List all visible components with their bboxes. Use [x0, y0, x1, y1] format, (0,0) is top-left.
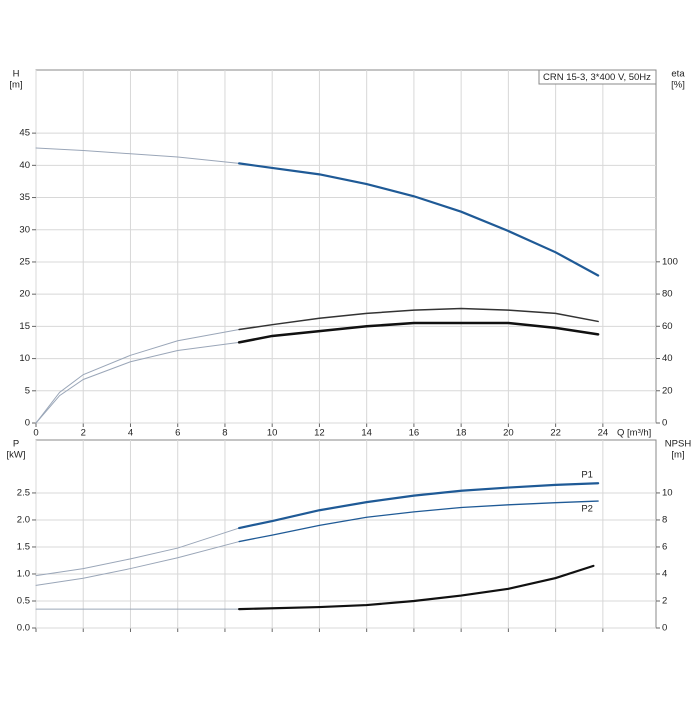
y-axis-label: H	[13, 69, 20, 80]
y2-axis-unit: [%]	[671, 80, 685, 91]
y2-tick-label: 4	[662, 568, 667, 579]
y2-axis-unit: [m]	[671, 450, 684, 461]
y-tick-label: 2.5	[17, 487, 30, 498]
x-tick-label: 6	[175, 428, 180, 439]
x-tick-label: 8	[222, 428, 227, 439]
y-tick-label: 35	[19, 192, 30, 203]
y-axis-label: P	[13, 439, 19, 450]
x-tick-label: 4	[128, 428, 133, 439]
y-tick-label: 45	[19, 128, 30, 139]
y-tick-label: 5	[25, 385, 30, 396]
series-label: P1	[581, 470, 593, 481]
y-tick-label: 2.0	[17, 514, 30, 525]
chart-title: CRN 15-3, 3*400 V, 50Hz	[543, 72, 651, 83]
x-tick-label: 22	[550, 428, 561, 439]
y-tick-label: 1.5	[17, 541, 30, 552]
y-tick-label: 15	[19, 321, 30, 332]
y-tick-label: 1.0	[17, 568, 30, 579]
x-tick-label: 18	[456, 428, 467, 439]
y2-axis-label: eta	[671, 69, 685, 80]
y-tick-label: 20	[19, 289, 30, 300]
x-tick-label: 24	[598, 428, 609, 439]
curve	[238, 564, 595, 611]
y2-tick-label: 60	[662, 321, 673, 332]
y-tick-label: 0	[25, 418, 30, 429]
curve	[35, 329, 240, 424]
y-tick-label: 30	[19, 224, 30, 235]
x-tick-label: 2	[81, 428, 86, 439]
curve	[35, 541, 240, 586]
y2-axis-label: NPSH	[665, 439, 692, 450]
series-label: P2	[581, 504, 593, 515]
x-axis-label: Q [m³/h]	[617, 428, 651, 439]
y2-tick-label: 40	[662, 353, 673, 364]
title-box	[538, 69, 657, 85]
y2-tick-label: 100	[662, 256, 678, 267]
curve	[238, 307, 599, 331]
curve	[35, 341, 240, 424]
y2-tick-label: 8	[662, 514, 667, 525]
plot-frame	[35, 69, 657, 424]
y-tick-label: 25	[19, 256, 30, 267]
y2-tick-label: 0	[662, 418, 667, 429]
curve	[237, 321, 600, 344]
y2-tick-label: 0	[662, 623, 667, 634]
curve	[35, 147, 240, 164]
x-tick-label: 12	[314, 428, 325, 439]
y-tick-label: 0.0	[17, 623, 30, 634]
x-tick-label: 14	[361, 428, 372, 439]
y-axis-unit: [m]	[9, 80, 22, 91]
x-tick-label: 16	[409, 428, 420, 439]
curve	[238, 500, 599, 543]
y-tick-label: 10	[19, 353, 30, 364]
y2-tick-label: 20	[662, 385, 673, 396]
y2-tick-label: 2	[662, 596, 667, 607]
y2-tick-label: 6	[662, 541, 667, 552]
curve	[35, 527, 240, 577]
y-axis-unit: [kW]	[7, 450, 26, 461]
y2-tick-label: 80	[662, 289, 673, 300]
x-tick-label: 0	[33, 428, 38, 439]
plot-frame	[35, 439, 657, 629]
x-tick-label: 10	[267, 428, 278, 439]
y-tick-label: 40	[19, 160, 30, 171]
curve	[238, 162, 600, 277]
y-tick-label: 0.5	[17, 596, 30, 607]
curve	[238, 482, 600, 530]
y2-tick-label: 10	[662, 487, 673, 498]
x-tick-label: 20	[503, 428, 514, 439]
